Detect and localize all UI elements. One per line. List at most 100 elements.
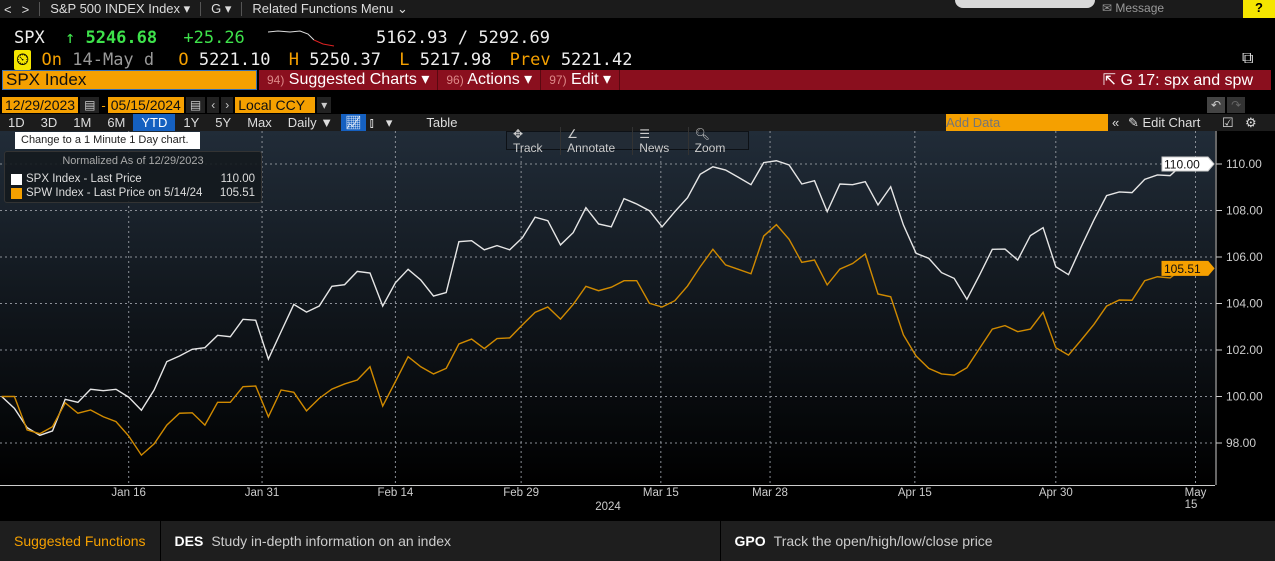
table-button[interactable]: Table [426,115,458,130]
x-axis-year: 2024 [595,501,621,513]
zoom-label: Zoom [694,140,726,155]
calendar-icon[interactable]: ▤ [185,97,206,113]
start-date-input[interactable]: 12/29/2023 [2,97,79,113]
gauge-icon[interactable]: ⏲ [14,50,32,70]
edit-chart-button[interactable]: ✎ Edit Chart [1128,114,1201,130]
bar-chart-icon[interactable]: ⫾ [369,115,374,130]
annotate-settings-icon[interactable]: ☑ [1222,114,1234,130]
legend-swatch [11,173,22,185]
command-input[interactable]: SPX Index [2,70,257,90]
prev-value: 5221.42 [560,50,633,70]
next-period-button[interactable]: › [221,97,234,113]
function-code: DES [174,533,204,549]
calendar-icon[interactable]: ▤ [80,97,100,113]
x-tick-label: Mar 15 [642,487,679,499]
chevron-down-icon[interactable]: ▾ [317,97,332,113]
y-axis-area [1215,131,1275,485]
day-range: 5162.93 / 5292.69 [376,28,550,48]
related-functions-menu[interactable]: Related Functions Menu ⌄ [252,1,408,16]
sparkline [268,30,335,47]
menu-number: 94) [267,73,285,87]
undo-icon[interactable]: ↶ [1207,97,1226,113]
line-chart-icon[interactable]: 📈︎ [341,114,366,131]
x-tick-label: Mar 28 [752,487,788,499]
x-tick-label: Jan 16 [111,487,146,499]
menu-bar: 94) Suggested Charts ▾ 96) Actions ▾ 97)… [259,70,1271,90]
last-value-label: 110.00 [1164,158,1200,172]
message-button[interactable]: ✉ Message [1102,1,1165,15]
menu-label: Edit ▾ [571,71,612,88]
legend-title: Normalized As of 12/29/2023 [62,155,204,167]
divider [200,2,202,16]
period-5y[interactable]: 5Y [215,115,232,130]
collapse-icon[interactable]: « [1112,115,1120,130]
gear-icon[interactable]: ⚙ [1245,114,1257,130]
x-tick-label: Feb 14 [377,487,414,499]
open-value: 5221.10 [198,50,271,70]
high-value: 5250.37 [309,50,381,70]
security-dropdown[interactable]: S&P 500 INDEX Index ▾ [50,1,191,16]
period-1y[interactable]: 1Y [183,115,200,130]
legend-value: 105.51 [219,187,255,199]
undo-redo: ↶ ↷ [1207,97,1246,113]
x-tick-label: Jan 31 [244,487,280,499]
chart-name[interactable]: ⇱ G 17: spx and spw [1103,70,1271,90]
actions-menu[interactable]: 96) Actions ▾ [438,70,542,90]
news-button[interactable]: ☰ News [633,126,689,155]
up-arrow-icon: ↑ [64,28,76,48]
y-tick-label: 104.00 [1226,297,1263,311]
chart-legend: Normalized As of 12/29/2023 SPX Index - … [4,151,262,203]
chart-toolbar: 1D 3D 1M 6M YTD 1Y 5Y Max Daily ▼ 📈︎ ⫾ ▾… [0,114,1275,131]
end-date-input[interactable]: 05/15/2024 [107,97,184,113]
quote-date: 14-May d [72,50,155,70]
y-tick-label: 102.00 [1226,343,1263,357]
function-desc: Study in-depth information on an index [211,533,452,549]
menu-number: 96) [446,73,464,87]
legend-item-spw[interactable]: SPW Index - Last Price on 5/14/24 105.51 [5,186,261,200]
forward-button[interactable]: > [21,1,30,17]
external-link-icon: ⇱ [1102,72,1117,89]
legend-swatch [11,187,22,199]
back-button[interactable]: < [4,1,12,17]
suggested-function-des[interactable]: DES Study in-depth information on an inde… [161,521,721,561]
legend-item-spx[interactable]: SPX Index - Last Price 110.00 [5,172,261,186]
zoom-button[interactable]: 🔍︎ Zoom [694,126,726,155]
track-button[interactable]: ✥ Track [507,126,562,155]
y-tick-label: 110.00 [1226,157,1262,171]
low-value: 5217.98 [419,50,492,70]
menu-label: Actions ▾ [467,71,533,88]
legend-value: 110.00 [220,173,255,185]
legend-label: SPW Index - Last Price on 5/14/24 [26,187,203,199]
edit-chart-label: Edit Chart [1142,114,1201,130]
currency-select[interactable]: Local CCY [235,97,316,113]
period-3d[interactable]: 3D [40,115,58,130]
function-dropdown[interactable]: G ▾ [211,1,232,16]
suggested-charts-menu[interactable]: 94) Suggested Charts ▾ [259,70,439,90]
period-6m[interactable]: 6M [107,115,126,130]
annotate-button[interactable]: ∠ Annotate [561,126,634,155]
suggested-function-gpo[interactable]: GPO Track the open/high/low/close price [721,521,1007,561]
chart-type-dropdown[interactable]: ▾ [385,115,393,130]
suggested-functions-title: Suggested Functions [0,521,161,561]
popout-icon[interactable]: ⧉ [1242,50,1254,67]
divider [241,2,243,16]
ticker: SPX [14,28,45,48]
period-ytd[interactable]: YTD [133,114,176,131]
period-1m[interactable]: 1M [73,115,92,130]
function-code: GPO [734,533,766,549]
message-label: Message [1115,1,1165,15]
y-tick-label: 108.00 [1226,204,1263,218]
redo-icon[interactable]: ↷ [1227,97,1246,113]
track-label: Track [513,140,543,155]
edit-menu[interactable]: 97) Edit ▾ [541,70,621,90]
period-max[interactable]: Max [247,115,272,130]
frequency-dropdown[interactable]: Daily ▼ [287,115,334,130]
add-data-input[interactable] [946,114,1108,131]
chart-name-label: G 17: spx and spw [1120,72,1253,89]
help-button[interactable]: ? [1243,0,1275,18]
menu-number: 97) [549,73,567,87]
prev-period-button[interactable]: ‹ [207,97,220,113]
high-label: H [288,50,300,70]
period-1d[interactable]: 1D [8,115,25,130]
x-tick-label: Apr 30 [1038,487,1073,499]
